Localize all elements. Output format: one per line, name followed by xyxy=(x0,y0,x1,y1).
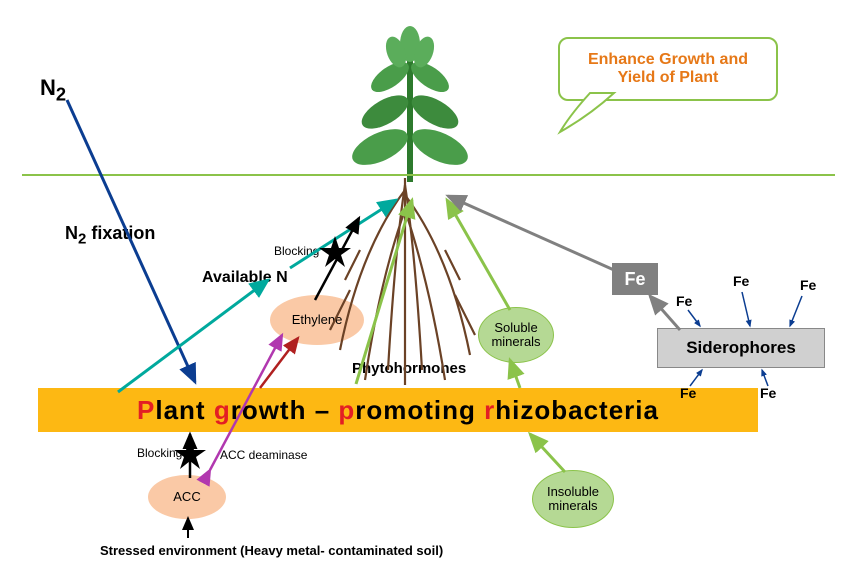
n2-label: N2 xyxy=(40,75,66,105)
callout-line2: Yield of Plant xyxy=(618,69,719,86)
callout-line1: Enhance Growth and xyxy=(588,51,748,68)
fe-small-4: Fe xyxy=(760,385,776,401)
ethylene-bubble: Ethylene xyxy=(270,295,364,345)
insoluble-minerals-bubble: Insolubleminerals xyxy=(532,470,614,528)
phytohormones-label: Phytohormones xyxy=(352,360,466,377)
siderophores-label: Siderophores xyxy=(686,338,796,358)
ethylene-label: Ethylene xyxy=(292,313,343,327)
blocking1-label: Blocking xyxy=(274,244,319,258)
stressed-env-label: Stressed environment (Heavy metal- conta… xyxy=(100,543,443,558)
available-n-label: Available N xyxy=(202,269,288,287)
fe-small-1: Fe xyxy=(733,273,749,289)
plant-graphic xyxy=(340,22,480,187)
fe-box: Fe xyxy=(612,263,658,295)
fe-box-label: Fe xyxy=(624,269,645,290)
acc-label: ACC xyxy=(173,490,200,504)
callout-enhance-growth: Enhance Growth and Yield of Plant xyxy=(558,37,778,101)
n2-fixation-label: N2 fixation xyxy=(65,223,155,248)
insoluble-minerals-label: Insolubleminerals xyxy=(547,485,599,514)
fe-small-2: Fe xyxy=(800,277,816,293)
fe-small-0: Fe xyxy=(676,293,692,309)
acc-deaminase-label: ACC deaminase xyxy=(220,448,307,462)
pgpr-main-box: Plant growth – promoting rhizobacteria xyxy=(38,388,758,432)
blocking2-label: Blocking xyxy=(137,446,182,460)
acc-bubble: ACC xyxy=(148,475,226,519)
siderophores-box: Siderophores xyxy=(657,328,825,368)
soluble-minerals-bubble: Solubleminerals xyxy=(478,307,554,363)
fe-small-3: Fe xyxy=(680,385,696,401)
soluble-minerals-label: Solubleminerals xyxy=(491,321,540,350)
